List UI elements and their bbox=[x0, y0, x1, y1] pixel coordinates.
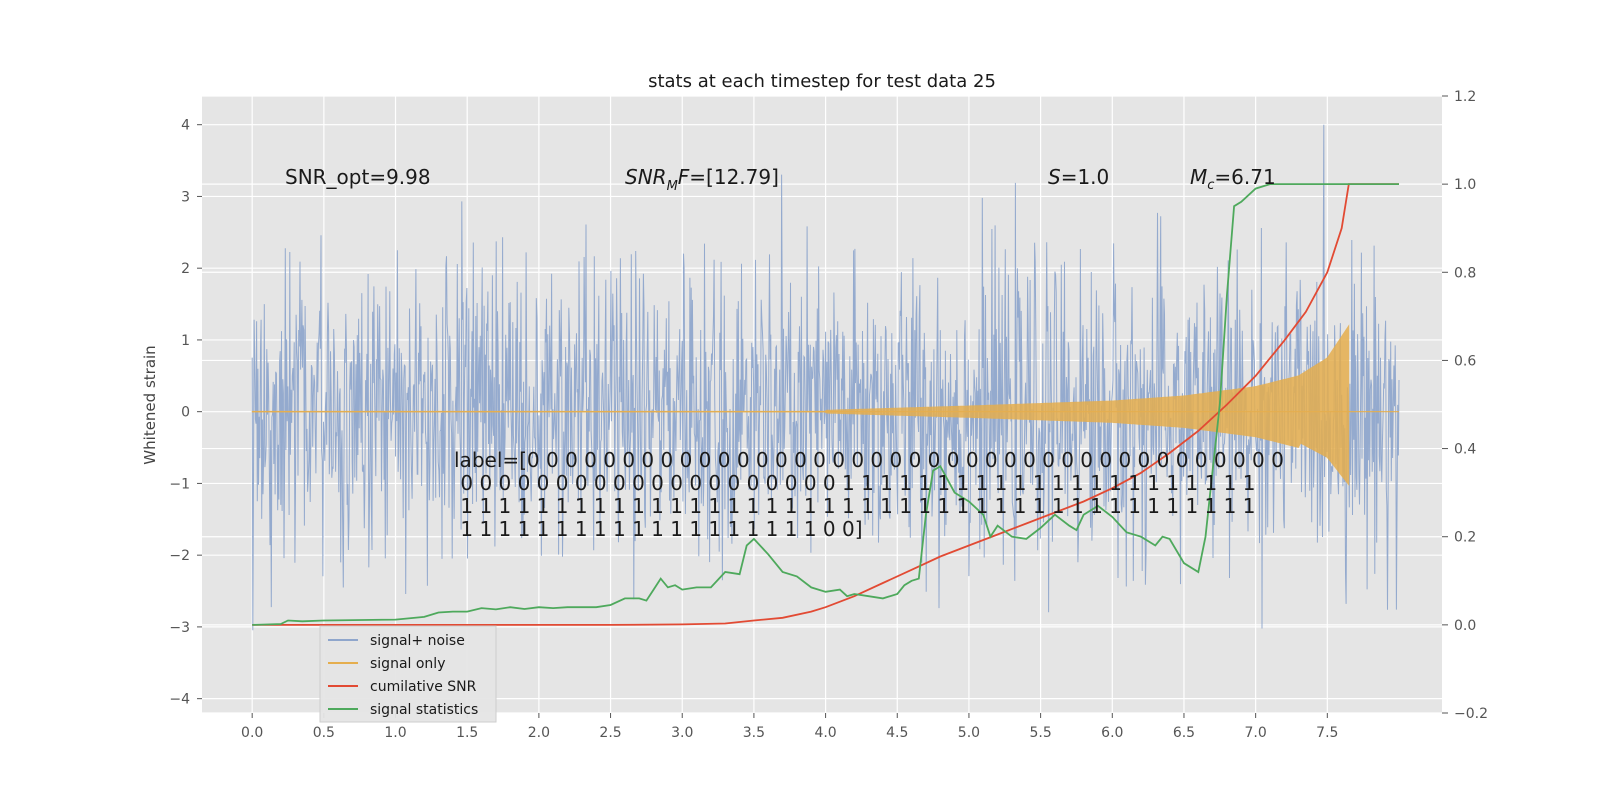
y-tick-label: 2 bbox=[181, 261, 190, 277]
mc-symbol: M bbox=[1190, 165, 1207, 189]
y-tick-label: −4 bbox=[169, 692, 190, 708]
y-tick-label: −3 bbox=[169, 620, 190, 636]
series-signal-plus-noise bbox=[251, 124, 1400, 631]
grid bbox=[202, 95, 1442, 714]
y2-tick-label: 1.0 bbox=[1454, 177, 1476, 193]
signal-statistics-line bbox=[252, 183, 1399, 626]
label-line-2: 0 0 0 0 0 0 0 0 0 0 0 0 0 0 0 0 0 0 0 0 … bbox=[454, 471, 1255, 495]
x-tick-label: 2.5 bbox=[599, 725, 621, 741]
y2-tick-label: 1.2 bbox=[1454, 89, 1476, 105]
x-tick-label: 7.0 bbox=[1245, 725, 1267, 741]
signal-plus-noise-line bbox=[251, 124, 1400, 631]
x-tick-label: 3.0 bbox=[671, 725, 693, 741]
snr-opt-annotation: SNR_opt=9.98 bbox=[285, 165, 431, 189]
label-line-3: 1 1 1 1 1 1 1 1 1 1 1 1 1 1 1 1 1 1 1 1 … bbox=[454, 494, 1255, 518]
label-line-1: label=[0 0 0 0 0 0 0 0 0 0 0 0 0 0 0 0 0… bbox=[454, 448, 1284, 472]
legend-label-signal-statistics: signal statistics bbox=[370, 702, 478, 718]
x-tick-label: 6.0 bbox=[1101, 725, 1123, 741]
s-value: =1.0 bbox=[1061, 165, 1110, 189]
x-tick-label: 1.5 bbox=[456, 725, 478, 741]
legend: signal+ noise signal only cumilative SNR… bbox=[319, 625, 497, 723]
snr-mf-value: F=[12.79] bbox=[678, 165, 779, 189]
y2-tick-label: 0.2 bbox=[1454, 530, 1476, 546]
right-axis-series bbox=[252, 183, 1399, 626]
snr-mf-annotation: SNRMF=[12.79] bbox=[625, 165, 779, 194]
s-symbol: S bbox=[1048, 165, 1061, 189]
label-annotation: label=[0 0 0 0 0 0 0 0 0 0 0 0 0 0 0 0 0… bbox=[454, 448, 1284, 541]
snr-mf-subscript: M bbox=[667, 179, 678, 194]
mc-subscript: c bbox=[1207, 178, 1214, 193]
x-tick-label: 0.5 bbox=[313, 725, 335, 741]
x-tick-label: 5.0 bbox=[958, 725, 980, 741]
y-tick-label: −1 bbox=[169, 476, 190, 492]
series-signal-only bbox=[251, 324, 1399, 487]
y2-axis-ticks: −0.2 0.0 0.2 0.4 0.6 0.8 1.0 1.2 bbox=[1442, 89, 1488, 722]
x-tick-label: 4.0 bbox=[814, 725, 836, 741]
legend-box bbox=[319, 625, 497, 723]
mc-value: =6.71 bbox=[1214, 165, 1275, 189]
x-tick-label: 2.0 bbox=[528, 725, 550, 741]
mc-annotation: Mc=6.71 bbox=[1190, 165, 1276, 193]
y-tick-label: 4 bbox=[181, 118, 190, 134]
y-tick-label: 3 bbox=[181, 189, 190, 205]
x-tick-label: 1.0 bbox=[384, 725, 406, 741]
y2-tick-label: 0.0 bbox=[1454, 618, 1476, 634]
label-line-4: 1 1 1 1 1 1 1 1 1 1 1 1 1 1 1 1 1 1 1 0 … bbox=[454, 517, 863, 541]
x-tick-label: 6.5 bbox=[1173, 725, 1195, 741]
y-tick-label: −2 bbox=[169, 548, 190, 564]
cumulative-snr-line bbox=[252, 183, 1399, 626]
y-tick-label: 0 bbox=[181, 405, 190, 421]
chart-title: stats at each timestep for test data 25 bbox=[648, 71, 996, 92]
s-annotation: S=1.0 bbox=[1048, 165, 1109, 189]
y2-tick-label: 0.8 bbox=[1454, 265, 1476, 281]
y2-tick-label: −0.2 bbox=[1454, 706, 1488, 722]
snr-mf-symbol: SNR bbox=[625, 165, 667, 189]
x-tick-label: 4.5 bbox=[886, 725, 908, 741]
y-axis-ticks: −4 −3 −2 −1 0 1 2 3 4 bbox=[169, 118, 202, 708]
x-tick-label: 3.5 bbox=[743, 725, 765, 741]
y2-tick-label: 0.4 bbox=[1454, 442, 1476, 458]
x-tick-label: 0.0 bbox=[241, 725, 263, 741]
legend-label-cumulative-snr: cumilative SNR bbox=[370, 679, 477, 695]
y-tick-label: 1 bbox=[181, 333, 190, 349]
x-tick-label: 7.5 bbox=[1316, 725, 1338, 741]
legend-label-signal-plus-noise: signal+ noise bbox=[370, 633, 465, 649]
y-axis-label: Whitened strain bbox=[141, 345, 159, 464]
legend-label-signal-only: signal only bbox=[370, 656, 445, 672]
y2-tick-label: 0.6 bbox=[1454, 353, 1476, 369]
x-axis-ticks: 0.0 0.5 1.0 1.5 2.0 2.5 3.0 3.5 4.0 4.5 5.0 5.5 6.0 6… bbox=[241, 713, 1338, 741]
x-tick-label: 5.5 bbox=[1029, 725, 1051, 741]
